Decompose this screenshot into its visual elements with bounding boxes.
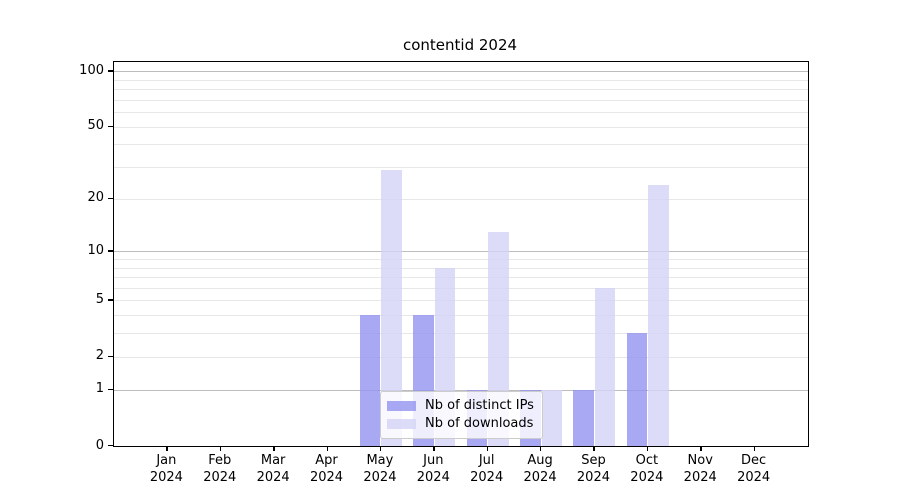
y-tick-100 [108, 70, 113, 72]
gridline-minor [114, 99, 808, 101]
y-tick-label-20: 20 [87, 190, 104, 206]
x-tick-label-Feb: Feb 2024 [203, 453, 237, 485]
bar-downloads-Sep [594, 287, 616, 446]
x-tick-label-May: May 2024 [363, 453, 397, 485]
x-tick-label-Sep: Sep 2024 [576, 453, 610, 485]
legend-entry-downloads: Nb of downloads [387, 415, 535, 433]
bar-distinct-ips-Sep [573, 389, 594, 446]
x-tick-label-Aug: Aug 2024 [523, 453, 557, 485]
y-tick-label-0: 0 [95, 437, 104, 453]
y-tick-2 [108, 355, 113, 358]
bar-downloads-Aug [541, 389, 563, 446]
x-tick-label-Jul: Jul 2024 [470, 453, 504, 485]
x-tick-Nov [700, 446, 702, 451]
chart-title: contentid 2024 [402, 36, 518, 54]
gridline-minor [114, 287, 808, 289]
y-tick-0 [108, 445, 113, 447]
x-tick-label-Dec: Dec 2024 [737, 453, 771, 485]
gridline-minor [114, 267, 808, 269]
bar-distinct-ips-May [359, 315, 381, 446]
legend-label-distinct-ips: Nb of distinct IPs [425, 398, 534, 413]
gridline-minor [114, 300, 808, 302]
legend-swatch-distinct-ips [387, 401, 416, 411]
gridline-minor [114, 198, 808, 200]
x-tick-Aug [540, 446, 542, 451]
legend: Nb of distinct IPs Nb of downloads [380, 391, 543, 439]
x-tick-label-Nov: Nov 2024 [683, 453, 717, 485]
y-tick-label-100: 100 [79, 62, 104, 78]
x-tick-Jan [166, 446, 168, 451]
y-tick-20 [108, 197, 113, 200]
gridline-minor [114, 126, 808, 128]
gridline-minor [114, 79, 808, 81]
legend-entry-distinct-ips: Nb of distinct IPs [387, 397, 535, 415]
gridline-minor [114, 144, 808, 146]
x-tick-Oct [646, 446, 649, 451]
gridline-minor [114, 89, 808, 91]
x-tick-label-Apr: Apr 2024 [309, 453, 344, 485]
bar-downloads-May [381, 169, 402, 446]
gridline-minor [114, 167, 808, 169]
x-tick-Mar [273, 446, 275, 451]
y-tick-10 [108, 250, 113, 252]
y-tick-label-1: 1 [95, 381, 104, 397]
y-tick-label-2: 2 [95, 348, 104, 364]
x-tick-Jul [486, 446, 489, 451]
y-tick-5 [108, 299, 113, 301]
gridline-minor [114, 356, 808, 358]
y-tick-label-10: 10 [87, 242, 104, 258]
y-tick-50 [108, 125, 113, 127]
x-tick-label-Mar: Mar 2024 [256, 453, 290, 485]
x-tick-Dec [753, 446, 755, 451]
plot-area: Nb of distinct IPs Nb of downloads [113, 61, 809, 447]
y-tick-1 [108, 388, 113, 391]
x-tick-Sep [593, 446, 595, 451]
gridline-major [114, 389, 808, 391]
gridline-minor [114, 315, 808, 317]
bar-distinct-ips-Oct [626, 333, 648, 446]
y-tick-label-50: 50 [87, 118, 104, 134]
gridline-minor [114, 112, 808, 114]
gridline-major [114, 71, 808, 73]
gridline-minor [114, 258, 808, 260]
gridline-minor [114, 333, 808, 335]
x-tick-Apr [326, 446, 328, 451]
x-tick-label-Jun: Jun 2024 [416, 453, 450, 485]
x-tick-label-Oct: Oct 2024 [630, 453, 664, 485]
y-tick-label-5: 5 [95, 291, 104, 307]
gridline-major [114, 251, 808, 253]
legend-swatch-downloads [387, 419, 416, 429]
x-tick-Feb [219, 446, 222, 451]
x-tick-Jun [433, 446, 435, 451]
x-tick-label-Jan: Jan 2024 [149, 453, 183, 485]
gridline-minor [114, 277, 808, 279]
legend-label-downloads: Nb of downloads [425, 416, 534, 431]
bar-downloads-Oct [648, 184, 669, 446]
x-tick-May [379, 446, 382, 451]
